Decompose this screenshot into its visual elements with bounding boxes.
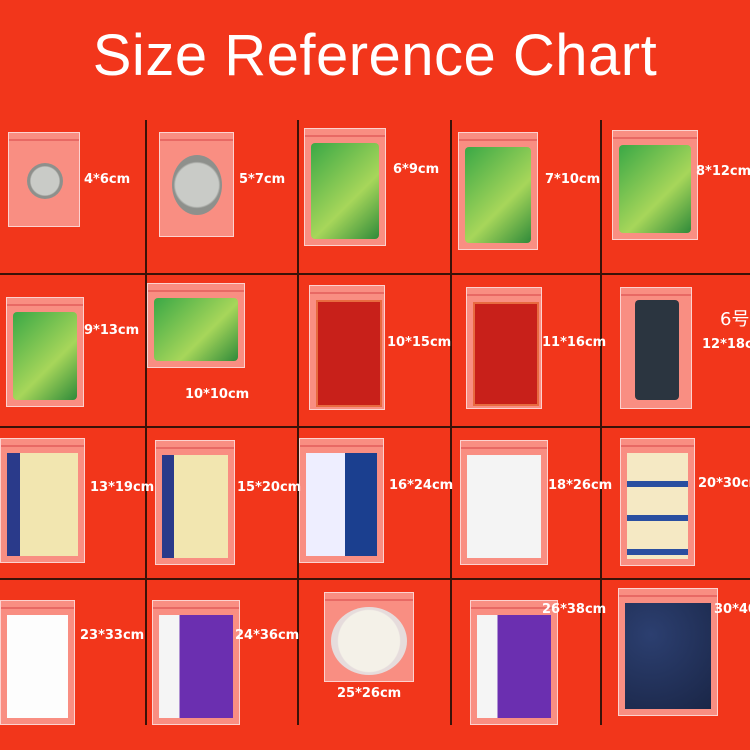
size-cell: 8*12cm [602,120,750,272]
divider [0,578,750,580]
size-cell: 13*19cm [0,428,154,577]
ziplock-bag [618,588,718,716]
size-label: 13*19cm [90,480,155,495]
ziplock-bag [299,438,384,563]
coins-item [172,155,222,215]
ziplock-bag [8,132,80,227]
chart-title: Size Reference Chart [92,23,658,88]
red-box-item [473,302,539,406]
size-number: 6号 [720,309,750,330]
size-label: 26*38cm [542,602,607,617]
size-label: 20*30cm [698,476,750,491]
size-label: 25*26cm [337,686,402,701]
size-label: 5*7cm [239,172,286,187]
size-cell: 30*40cm [602,580,750,725]
size-label: 15*20cm [237,480,302,495]
form-item [467,455,541,558]
size-cell: 9*13cm [0,275,145,425]
size-label: 11*16cm [542,335,607,350]
divider [0,426,750,428]
shirt-item [625,603,711,709]
ziplock-bag [155,440,235,565]
size-cell: 25*26cm [299,580,450,725]
tickets-item [627,453,688,559]
ziplock-bag [458,132,538,250]
size-cell: 11*16cm [452,275,606,425]
size-cell: 16*24cm [299,428,454,577]
divider [450,120,452,725]
size-label: 7*10cm [545,172,601,187]
divider [145,120,147,725]
size-label: 24*36cm [235,628,300,643]
card-item [619,145,691,233]
divider [0,273,750,275]
ziplock-bag [0,600,75,725]
divider [600,120,602,725]
ziplock-bag [620,287,692,409]
ziplock-bag [324,592,414,682]
divider [297,120,299,725]
ziplock-bag [6,297,84,407]
size-cell: 6*9cm [299,120,450,272]
size-label: 18*26cm [548,478,613,493]
coin-item [27,163,63,199]
size-cell: 20*30cm [602,428,750,577]
size-cell: 10*10cm [147,275,297,425]
ziplock-bag [0,438,85,563]
size-cell: 15*20cm [147,428,301,577]
size-label: 16*24cm [389,478,454,493]
size-label: 30*40cm [714,602,750,617]
ziplock-bag [460,440,548,565]
ziplock-bag [470,600,558,725]
round-label-item [331,607,407,675]
size-label: 12*18cm [702,337,750,352]
size-grid: 4*6cm 5*7cm 6*9cm 7*10cm 8*12cm 9*13cm 10*10cm… [0,120,750,725]
size-label: 4*6cm [84,172,131,187]
ziplock-bag [152,600,240,725]
size-cell: 4*6cm [0,120,145,272]
size-cell: 18*26cm [452,428,612,577]
ziplock-bag [147,283,245,368]
red-box-item [316,300,382,407]
size-cell: 26*38cm [452,580,606,725]
size-cell: 10*15cm [299,275,452,425]
ziplock-bag [620,438,695,566]
purple-folder-item [159,615,233,718]
purple-folder-item [477,615,551,718]
size-cell: 7*10cm [452,120,600,272]
size-cell: 24*36cm [147,580,300,725]
size-label: 10*15cm [387,335,452,350]
ziplock-bag [466,287,542,409]
ticket-item [162,455,228,558]
size-cell: 5*7cm [147,120,297,272]
ziplock-bag [309,285,385,410]
ticket-item [7,453,78,556]
size-label: 23*33cm [80,628,145,643]
size-cell: 23*33cm [0,580,145,725]
card-item [13,312,77,400]
size-label: 8*12cm [696,164,750,179]
size-label: 9*13cm [84,323,140,338]
card-item [311,143,379,239]
size-cell: 12*18cm 6号 [602,275,750,425]
white-paper-item [7,615,68,718]
card-item [465,147,531,243]
size-label: 6*9cm [393,162,440,177]
ziplock-bag [612,130,698,240]
phone-item [635,300,679,400]
size-label: 10*10cm [185,387,250,402]
ziplock-bag [159,132,234,237]
ziplock-bag [304,128,386,246]
card-item [154,298,238,361]
notebook-item [306,453,377,556]
